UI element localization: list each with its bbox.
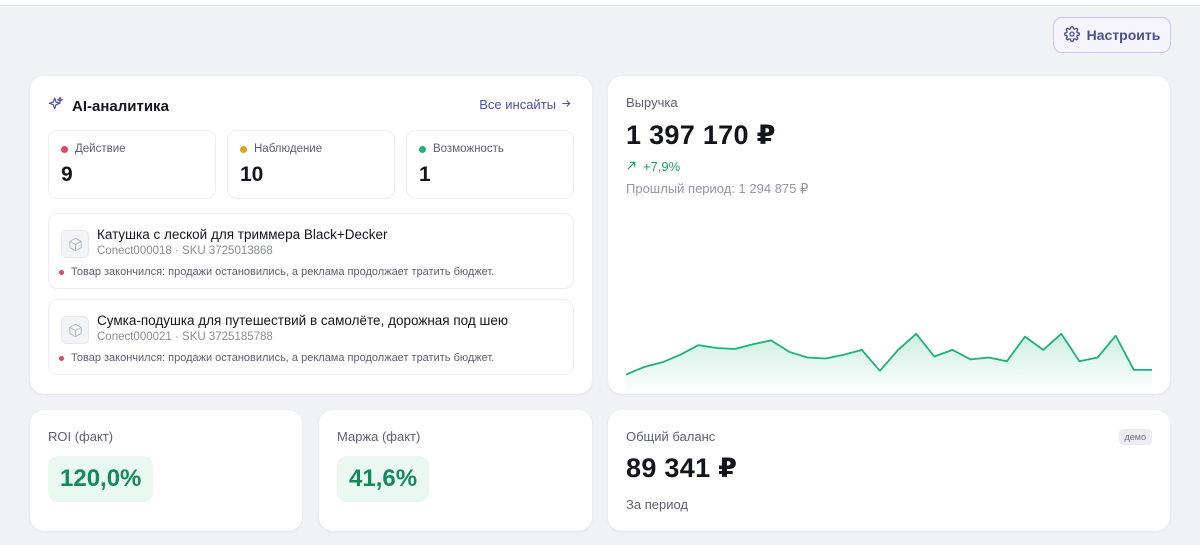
stat-label-text: Возможность [433,143,504,155]
box-icon [61,316,89,344]
insight-item[interactable]: Сумка-подушка для путешествий в самолёте… [48,299,574,375]
insight-message: Товар закончился: продажи остановились, … [59,266,494,278]
status-dot [59,269,64,275]
status-dot [419,145,426,153]
balance-period: За период [626,497,688,512]
revenue-sparkline [625,332,1152,394]
insight-message-text: Товар закончился: продажи остановились, … [71,352,495,364]
stat-action[interactable]: Действие 9 [48,130,216,199]
stat-label-text: Действие [75,143,126,155]
ai-analytics-title: AI-аналитика [72,98,169,115]
stat-action-label: Действие [61,143,126,155]
roi-label: ROI (факт) [48,429,114,444]
roi-card: ROI (факт) 120,0% [30,410,302,531]
stat-observation-value: 10 [240,163,264,186]
box-icon [61,230,89,258]
stat-observation[interactable]: Наблюдение 10 [227,130,395,199]
sparkline-line [625,332,1152,376]
revenue-card: Выручка 1 397 170 ₽ +7,9% Прошлый период… [608,76,1170,394]
trend-up-icon [626,159,637,174]
revenue-label: Выручка [626,95,678,110]
balance-value: 89 341 ₽ [626,453,738,483]
stat-opportunity[interactable]: Возможность 1 [406,130,574,199]
all-insights-label: Все инсайты [479,97,556,112]
revenue-value: 1 397 170 ₽ [626,120,776,150]
insight-sku: Conect000021 · SKU 3725185788 [97,331,273,343]
demo-badge: демо [1118,429,1152,445]
customize-button[interactable]: Настроить [1053,17,1171,53]
customize-button-label: Настроить [1086,27,1161,43]
sparkline-area [626,333,1152,394]
all-insights-link[interactable]: Все инсайты [479,97,572,112]
margin-label: Маржа (факт) [337,429,421,444]
top-bar [0,0,1200,6]
insight-title: Сумка-подушка для путешествий в самолёте… [97,313,508,328]
insight-message: Товар закончился: продажи остановились, … [59,352,494,364]
status-dot [59,355,64,361]
stat-opportunity-label: Возможность [419,143,504,155]
stat-opportunity-value: 1 [419,163,431,186]
insight-message-text: Товар закончился: продажи остановились, … [71,266,495,278]
status-dot [61,145,68,153]
insight-title: Катушка с леской для триммера Black+Deck… [97,227,388,242]
revenue-growth: +7,9% [626,159,680,174]
stat-action-value: 9 [61,163,73,186]
revenue-previous-period: Прошлый период: 1 294 875 ₽ [626,181,809,196]
margin-card: Маржа (факт) 41,6% [319,410,592,531]
ai-analytics-card: AI-аналитика Все инсайты Действие 9 Набл… [30,76,592,394]
insight-sku: Conect000018 · SKU 3725013868 [97,245,273,257]
arrow-right-icon [561,97,572,112]
balance-card: Общий баланс демо 89 341 ₽ За период [608,410,1170,531]
stat-label-text: Наблюдение [254,143,323,155]
ai-analytics-header: AI-аналитика [48,96,169,117]
insight-item[interactable]: Катушка с леской для триммера Black+Deck… [48,213,574,289]
revenue-growth-value: +7,9% [643,159,681,174]
stat-observation-label: Наблюдение [240,143,322,155]
balance-label: Общий баланс [626,429,716,444]
margin-value: 41,6% [337,456,430,502]
roi-value: 120,0% [48,456,154,502]
sparkles-icon [48,96,64,117]
status-dot [240,145,247,153]
gear-icon [1063,25,1080,45]
